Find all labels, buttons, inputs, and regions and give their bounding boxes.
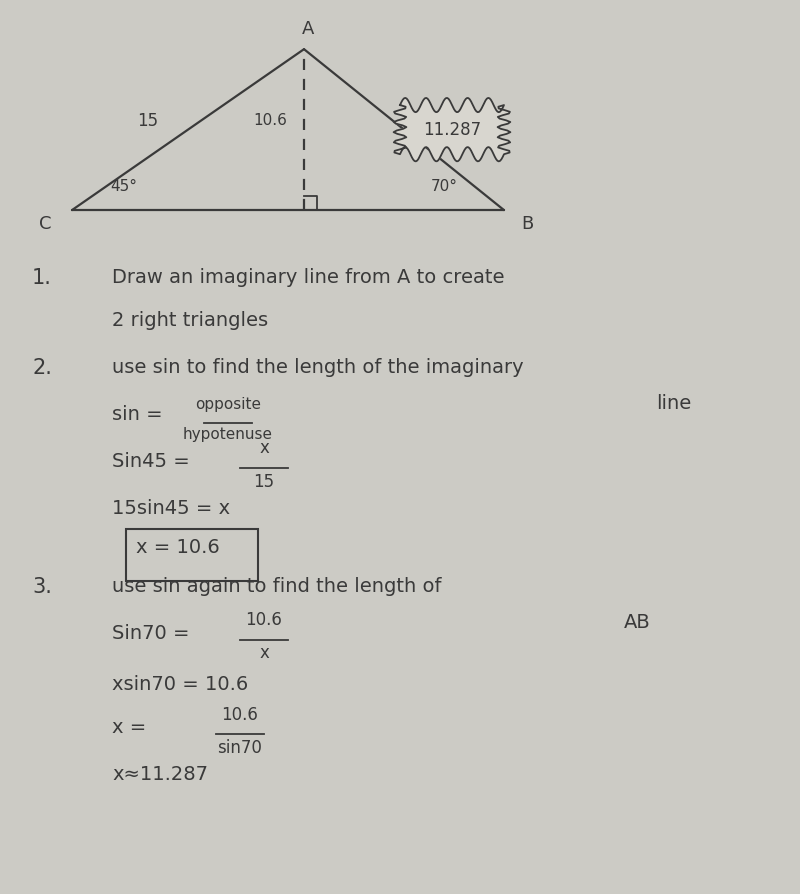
Text: A: A: [302, 21, 314, 38]
Text: 2 right triangles: 2 right triangles: [112, 311, 268, 330]
Text: sin70: sin70: [218, 738, 262, 757]
Text: line: line: [656, 394, 691, 413]
Text: Sin45 =: Sin45 =: [112, 452, 190, 471]
Text: use sin again to find the length of: use sin again to find the length of: [112, 577, 442, 595]
Text: C: C: [39, 215, 52, 232]
Text: x≈11.287: x≈11.287: [112, 765, 208, 784]
Text: B: B: [522, 215, 534, 232]
Text: Draw an imaginary line from A to create: Draw an imaginary line from A to create: [112, 268, 505, 287]
Text: x =: x =: [112, 718, 146, 738]
Text: 11.287: 11.287: [423, 121, 481, 139]
Text: 70°: 70°: [430, 179, 458, 194]
Text: 15sin45 = x: 15sin45 = x: [112, 499, 230, 519]
Text: x = 10.6: x = 10.6: [136, 538, 220, 557]
Text: 10.6: 10.6: [222, 705, 258, 723]
Text: opposite: opposite: [195, 397, 261, 412]
Polygon shape: [394, 98, 510, 161]
Text: AB: AB: [624, 613, 650, 632]
Text: 10.6: 10.6: [246, 611, 282, 629]
Text: x: x: [259, 439, 269, 458]
Text: hypotenuse: hypotenuse: [183, 427, 273, 443]
Text: 2.: 2.: [32, 358, 52, 377]
Text: 3.: 3.: [32, 577, 52, 596]
Text: x: x: [259, 645, 269, 662]
Text: 45°: 45°: [110, 179, 138, 194]
Text: Sin70 =: Sin70 =: [112, 624, 190, 643]
Text: xsin70 = 10.6: xsin70 = 10.6: [112, 675, 248, 695]
Text: use sin to find the length of the imaginary: use sin to find the length of the imagin…: [112, 358, 524, 376]
Text: 15: 15: [254, 473, 274, 491]
Text: sin =: sin =: [112, 405, 162, 424]
Text: 1.: 1.: [32, 268, 52, 288]
Text: 10.6: 10.6: [254, 114, 287, 128]
Text: 15: 15: [138, 112, 158, 130]
